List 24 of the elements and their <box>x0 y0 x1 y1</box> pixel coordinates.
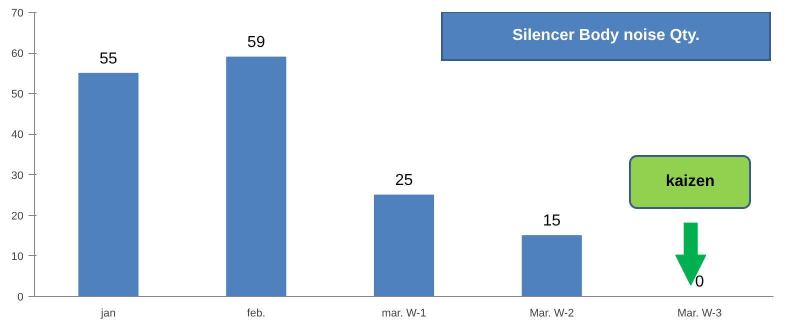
bar <box>78 72 138 296</box>
data-label: 59 <box>247 34 266 52</box>
data-label: 55 <box>100 50 118 68</box>
data-label: 15 <box>542 212 561 230</box>
annotation: kaizen <box>666 173 715 192</box>
y-tick-label: 20 <box>11 210 24 222</box>
x-tick-label: jan <box>100 308 116 320</box>
y-tick-label: 10 <box>11 250 24 263</box>
y-tick-label: 60 <box>11 48 24 60</box>
y-tick-label: 0 <box>17 292 24 304</box>
bar <box>522 235 582 296</box>
bar <box>374 194 434 296</box>
data-label: 0 <box>695 274 704 290</box>
x-tick-label: feb. <box>247 308 266 320</box>
x-tick-label: Mar. W-2 <box>530 308 574 320</box>
y-tick-label: 70 <box>11 8 24 20</box>
y-tick-label: 30 <box>11 170 24 182</box>
y-tick-label: 40 <box>11 129 24 142</box>
text: Silencer Body noise Qty. <box>512 27 700 46</box>
bar <box>226 56 286 296</box>
data-label: 25 <box>395 172 413 190</box>
y-tick-label: 50 <box>11 88 24 101</box>
x-tick-label: mar. W-1 <box>382 308 426 320</box>
x-tick-label: Mar. W-3 <box>677 308 722 320</box>
